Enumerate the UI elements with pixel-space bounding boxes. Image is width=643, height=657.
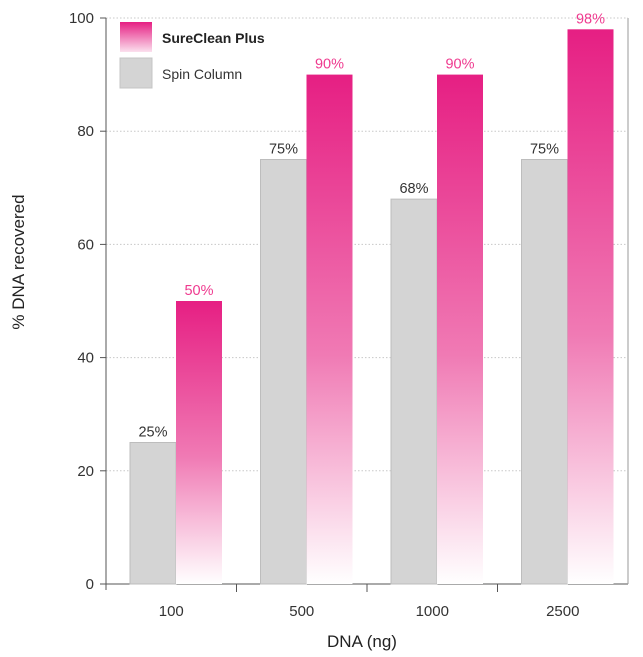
x-tick-label: 1000: [416, 603, 449, 620]
y-axis-ticks: 0 20 40 60 80 100: [69, 10, 106, 593]
legend-swatch-spin-column: [119, 57, 153, 89]
y-tick-label: 60: [77, 236, 94, 253]
bar-spin-column-500: [260, 159, 307, 585]
bar-sureclean-plus-1000: [437, 74, 483, 584]
y-axis-title: % DNA recovered: [9, 194, 28, 329]
data-label-spin-column-500: 75%: [269, 142, 298, 158]
legend: SureClean Plus Spin Column: [119, 22, 265, 89]
y-tick-label: 100: [69, 10, 94, 27]
x-tick-label: 100: [159, 603, 184, 620]
x-tick-label: 2500: [546, 603, 579, 620]
data-label-sureclean-plus-2500: 98%: [576, 11, 605, 27]
y-tick-label: 0: [86, 576, 94, 593]
data-label-spin-column-1000: 68%: [399, 181, 428, 197]
bar-spin-column-1000: [390, 198, 438, 585]
data-label-sureclean-plus-1000: 90%: [445, 57, 474, 73]
bars: [129, 29, 614, 585]
data-label-spin-column-100: 25%: [138, 425, 167, 441]
legend-label-sureclean: SureClean Plus: [162, 30, 265, 46]
data-label-sureclean-plus-100: 50%: [184, 283, 213, 299]
bar-spin-column-100: [129, 442, 177, 585]
legend-swatch-sureclean: [120, 22, 152, 52]
x-tick-label: 500: [289, 603, 314, 620]
data-labels: 25% 50% 75% 90% 68% 90% 75% 98%: [138, 11, 605, 440]
data-label-spin-column-2500: 75%: [530, 142, 559, 158]
bar-spin-column-2500: [521, 159, 568, 585]
y-tick-label: 40: [77, 350, 94, 367]
bar-sureclean-plus-100: [176, 301, 222, 584]
x-axis-title: DNA (ng): [327, 632, 397, 651]
data-label-sureclean-plus-500: 90%: [315, 57, 344, 73]
bar-sureclean-plus-500: [306, 74, 353, 584]
y-tick-label: 20: [77, 463, 94, 480]
legend-label-spin-column: Spin Column: [162, 66, 242, 82]
x-axis-ticks: 100 500 1000 2500: [159, 584, 579, 620]
y-tick-label: 80: [77, 123, 94, 140]
bar-sureclean-plus-2500: [567, 29, 614, 584]
